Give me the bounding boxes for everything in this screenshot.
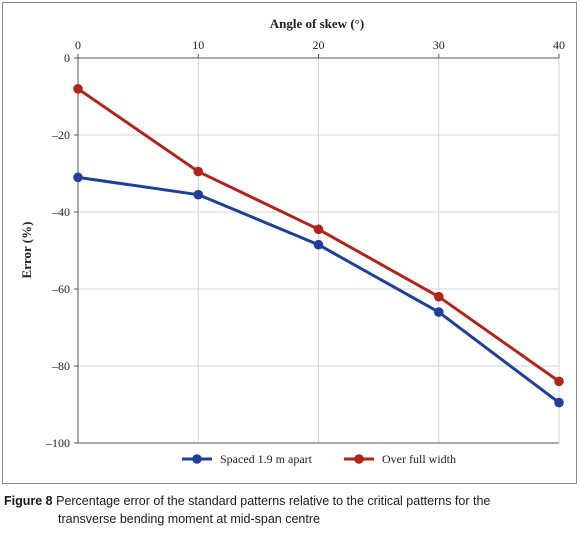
caption-label: Figure 8	[4, 494, 53, 508]
data-point	[73, 172, 83, 183]
x-axis-title: Angle of skew (°)	[270, 16, 364, 31]
y-tick-label: –100	[45, 436, 70, 450]
y-tick-label: –20	[51, 128, 70, 142]
y-tick-label: –60	[51, 282, 70, 296]
data-point	[193, 189, 204, 200]
data-point	[193, 166, 204, 177]
x-tick-labels: 0 10 20 30 40	[75, 38, 565, 52]
x-tick-label: 10	[192, 38, 204, 52]
line-chart: 0 10 20 30 40 0 –20 –40 –60 –80 –100 Angle of ske…	[19, 16, 565, 466]
x-tick-label: 30	[433, 38, 445, 52]
legend-swatch-marker	[192, 454, 202, 464]
x-tick-label: 0	[75, 38, 81, 52]
y-tick-label: –80	[51, 359, 70, 373]
y-axis-title: Error (%)	[19, 222, 34, 279]
axes	[74, 54, 560, 444]
data-series	[73, 84, 564, 408]
data-point	[433, 291, 444, 302]
data-point	[554, 397, 564, 408]
grid-lines	[77, 57, 560, 444]
data-point	[73, 84, 83, 94]
legend-swatch-marker	[354, 454, 364, 464]
y-tick-label: 0	[64, 51, 70, 65]
data-point	[433, 307, 444, 317]
caption-line-1: Percentage error of the standard pattern…	[56, 494, 491, 508]
legend-label: Spaced 1.9 m apart	[220, 452, 313, 466]
y-tick-labels: 0 –20 –40 –60 –80 –100	[45, 51, 70, 450]
data-point	[313, 239, 324, 250]
x-tick-label: 20	[313, 38, 325, 52]
chart-frame	[2, 2, 577, 484]
x-tick-label: 40	[553, 38, 565, 52]
data-point	[313, 224, 324, 235]
data-point	[554, 376, 564, 387]
figure-caption: Figure 8 Percentage error of the standar…	[4, 492, 564, 528]
legend-label: Over full width	[382, 452, 456, 466]
legend: Spaced 1.9 m apart Over full width	[182, 452, 456, 466]
y-tick-label: –40	[51, 205, 70, 219]
caption-line-2: transverse bending moment at mid-span ce…	[58, 512, 320, 526]
